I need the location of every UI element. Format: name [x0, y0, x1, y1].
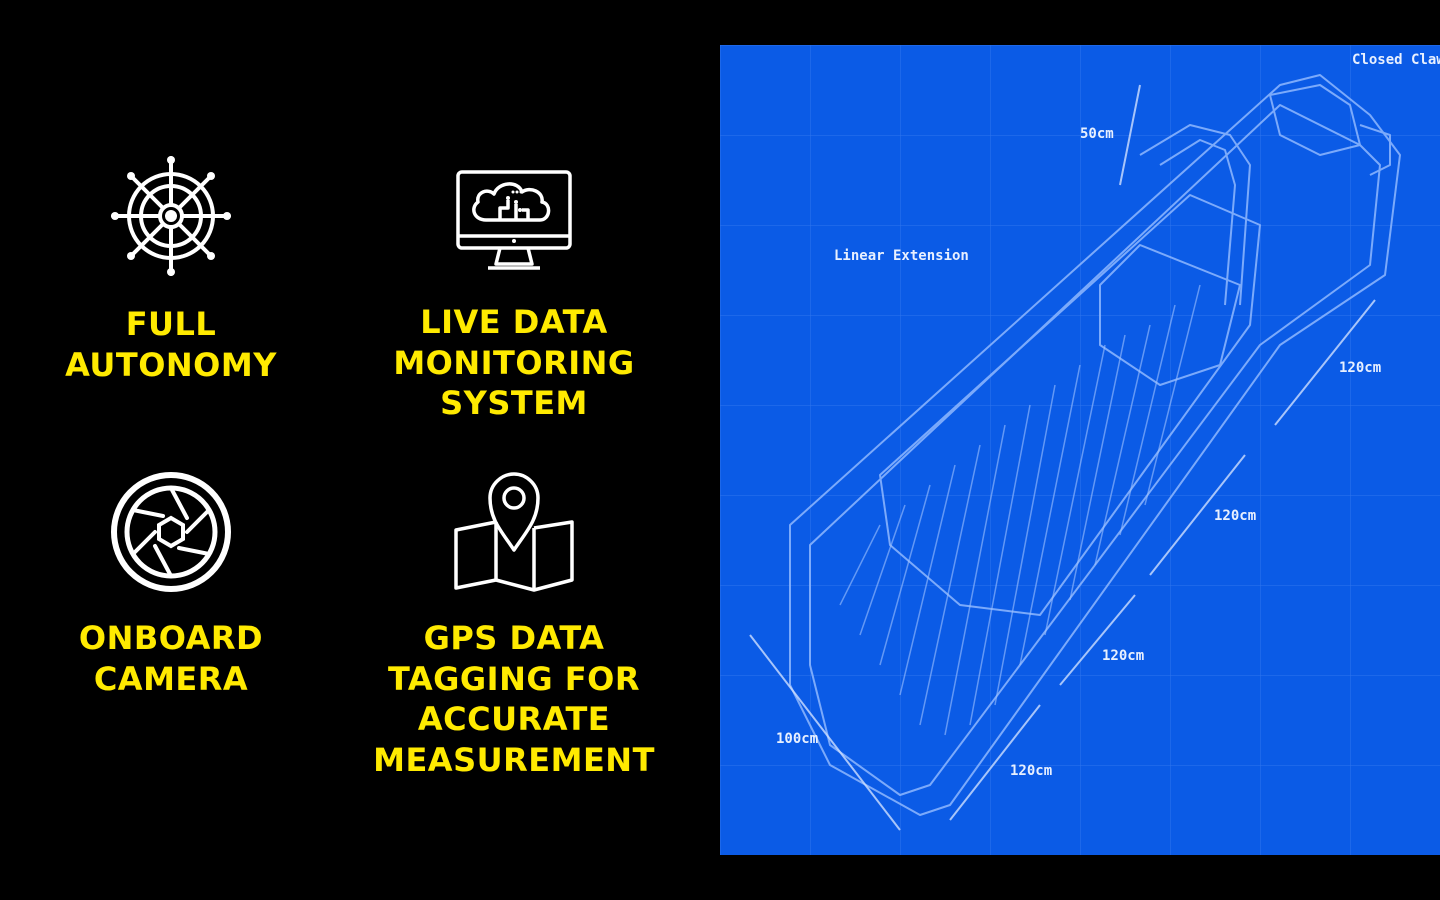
label-line: MONITORING	[393, 343, 635, 382]
camera-aperture-icon	[111, 472, 231, 592]
map-pin-icon	[454, 472, 574, 592]
cloud-monitor-icon	[456, 170, 572, 270]
label-line: ACCURATE	[417, 700, 611, 738]
feature-full-autonomy: FULL AUTONOMY	[1, 154, 341, 385]
linear-extension-label: Linear Extension	[834, 248, 969, 264]
dimension-label: 120cm	[1339, 360, 1382, 376]
blueprint-drawing: Closed Claws 50cm Linear Extension 120cm…	[720, 45, 1440, 855]
feature-gps-data-tagging: GPS DATA TAGGING FOR ACCURATE MEASUREMEN…	[344, 470, 684, 780]
feature-label: LIVE DATA MONITORING SYSTEM	[344, 302, 684, 424]
ship-wheel-icon	[111, 156, 231, 276]
label-line: AUTONOMY	[65, 345, 277, 384]
dimension-label: 50cm	[1080, 126, 1114, 142]
closed-claws-label: Closed Claws	[1352, 52, 1440, 68]
label-line: FULL	[125, 305, 217, 343]
label-line: TAGGING FOR	[388, 659, 640, 698]
boat-blueprint-illustration	[720, 45, 1440, 855]
feature-label: ONBOARD CAMERA	[1, 618, 341, 699]
dimension-label: 120cm	[1102, 648, 1145, 664]
label-line: ONBOARD	[78, 619, 264, 657]
label-line: LIVE DATA	[420, 303, 608, 341]
feature-live-data-monitoring: LIVE DATA MONITORING SYSTEM	[344, 164, 684, 424]
dimension-label: 120cm	[1010, 763, 1053, 779]
dimension-label: 100cm	[776, 731, 819, 747]
feature-onboard-camera: ONBOARD CAMERA	[1, 470, 341, 699]
label-line: SYSTEM	[440, 384, 588, 422]
label-line: CAMERA	[93, 659, 249, 698]
dimension-label: 120cm	[1214, 508, 1257, 524]
feature-label: FULL AUTONOMY	[1, 304, 341, 385]
label-line: MEASUREMENT	[373, 740, 655, 779]
feature-label: GPS DATA TAGGING FOR ACCURATE MEASUREMEN…	[344, 618, 684, 780]
label-line: GPS DATA	[423, 619, 605, 657]
